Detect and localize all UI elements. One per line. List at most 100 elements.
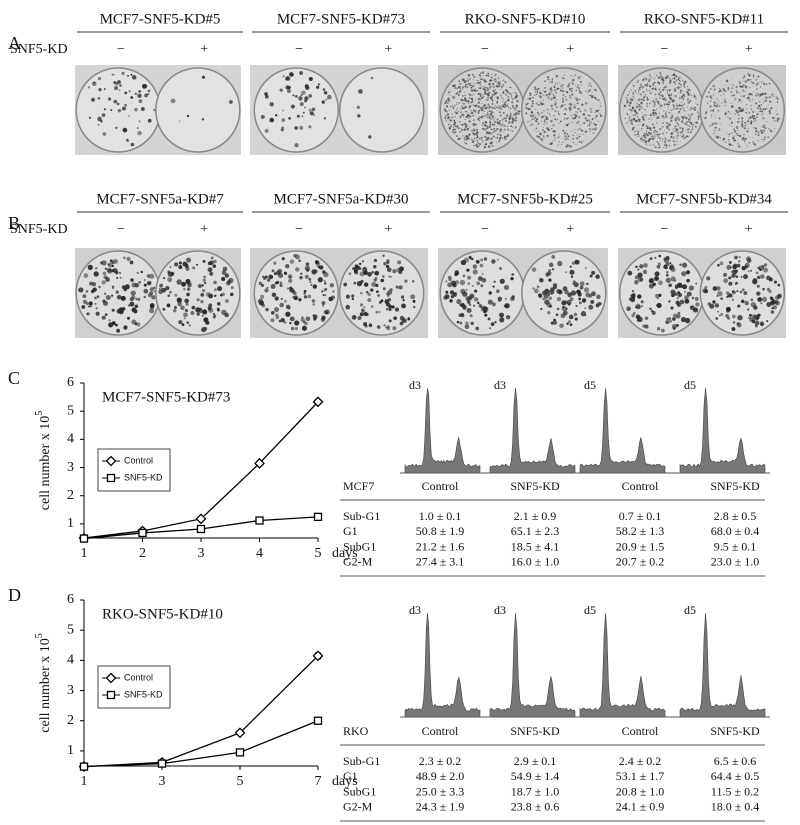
colony <box>492 134 494 136</box>
colony <box>659 104 661 106</box>
colony <box>728 133 730 135</box>
colony <box>119 84 122 87</box>
colony <box>757 134 760 137</box>
colony <box>751 81 753 83</box>
colony <box>712 109 715 112</box>
colony <box>458 110 460 112</box>
colony <box>577 112 579 114</box>
colony <box>670 117 673 120</box>
colony <box>363 322 368 327</box>
colony <box>514 96 517 99</box>
colony <box>90 290 94 293</box>
colony <box>599 114 603 118</box>
colony <box>274 114 278 117</box>
colony <box>678 79 681 82</box>
colony <box>170 271 175 277</box>
colony <box>461 94 464 97</box>
colony <box>578 77 580 80</box>
colony <box>147 93 150 95</box>
colony <box>208 303 213 308</box>
colony <box>727 82 729 83</box>
colony <box>730 274 736 279</box>
colony <box>473 124 476 127</box>
colony <box>697 118 700 120</box>
colony <box>457 93 460 96</box>
table-cell: 18.7 ± 1.0 <box>511 784 560 798</box>
colony <box>751 137 753 139</box>
colony <box>635 105 638 108</box>
colony <box>464 118 467 121</box>
colony <box>742 77 745 79</box>
colony <box>728 124 730 126</box>
colony <box>312 303 315 306</box>
colony <box>741 85 744 88</box>
sign: + <box>745 42 753 57</box>
colony <box>691 124 693 126</box>
colony <box>746 98 748 100</box>
colony <box>447 98 450 101</box>
colony <box>649 144 651 146</box>
colony <box>691 127 693 129</box>
sign: − <box>117 222 125 237</box>
colony <box>484 89 487 92</box>
colony <box>468 114 470 116</box>
colony <box>531 105 534 108</box>
colony <box>116 294 122 300</box>
colony <box>87 86 91 89</box>
colony <box>673 140 675 143</box>
colony <box>567 303 571 306</box>
colony <box>498 107 500 109</box>
colony <box>496 128 499 130</box>
colony <box>515 106 517 108</box>
colony <box>738 98 741 101</box>
colony <box>552 130 555 133</box>
colony <box>446 101 449 104</box>
colony <box>573 312 578 317</box>
colony <box>756 313 760 317</box>
colony <box>664 144 666 146</box>
colony <box>761 109 762 111</box>
colony <box>660 140 662 142</box>
colony <box>686 97 688 99</box>
colony <box>283 271 288 275</box>
colony <box>130 290 136 296</box>
colony <box>736 290 739 293</box>
colony <box>660 77 662 79</box>
colony <box>486 125 488 128</box>
colony <box>717 310 719 313</box>
colony <box>515 111 518 115</box>
colony <box>675 80 678 82</box>
colony <box>135 298 138 300</box>
y-tick-label: 5 <box>67 622 74 637</box>
sign: + <box>200 222 208 237</box>
colony <box>503 90 505 92</box>
colony <box>715 105 718 108</box>
colony <box>571 121 573 123</box>
colony <box>146 274 151 278</box>
colony <box>460 111 463 114</box>
colony <box>167 277 173 283</box>
colony <box>712 84 715 88</box>
colony <box>728 281 733 286</box>
colony <box>491 77 493 79</box>
colony <box>672 74 675 77</box>
colony <box>666 126 669 129</box>
colony <box>546 271 552 276</box>
colony <box>499 134 502 137</box>
colony <box>322 88 326 91</box>
colony <box>536 88 538 91</box>
colony <box>636 135 638 137</box>
colony <box>718 117 721 120</box>
colony <box>557 136 560 139</box>
colony <box>454 99 456 101</box>
colony <box>115 290 119 294</box>
colony <box>730 132 733 134</box>
colony <box>661 95 664 98</box>
table-cell: 48.9 ± 2.0 <box>416 769 465 783</box>
colony <box>687 131 690 133</box>
colony <box>673 292 678 296</box>
colony <box>588 119 591 122</box>
colony <box>623 108 625 110</box>
table-cell: 25.0 ± 3.3 <box>416 784 465 798</box>
colony <box>581 84 583 86</box>
